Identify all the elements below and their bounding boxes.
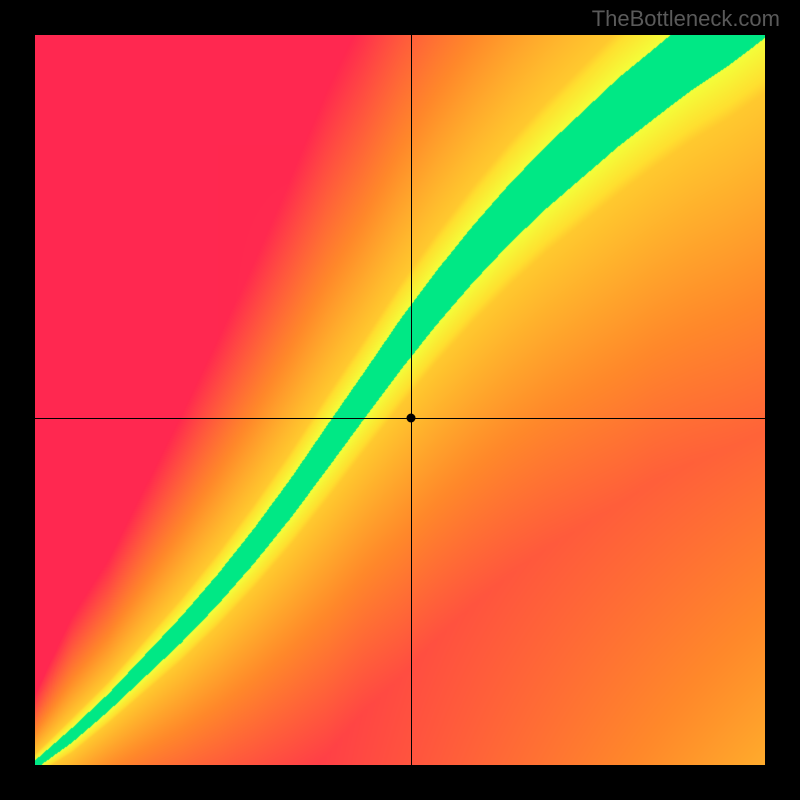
marker-dot [406, 414, 415, 423]
crosshair-horizontal [35, 418, 765, 419]
heatmap-canvas [35, 35, 765, 765]
chart-container: TheBottleneck.com [0, 0, 800, 800]
watermark-text: TheBottleneck.com [592, 6, 780, 32]
crosshair-vertical [411, 35, 412, 765]
plot-area [35, 35, 765, 765]
